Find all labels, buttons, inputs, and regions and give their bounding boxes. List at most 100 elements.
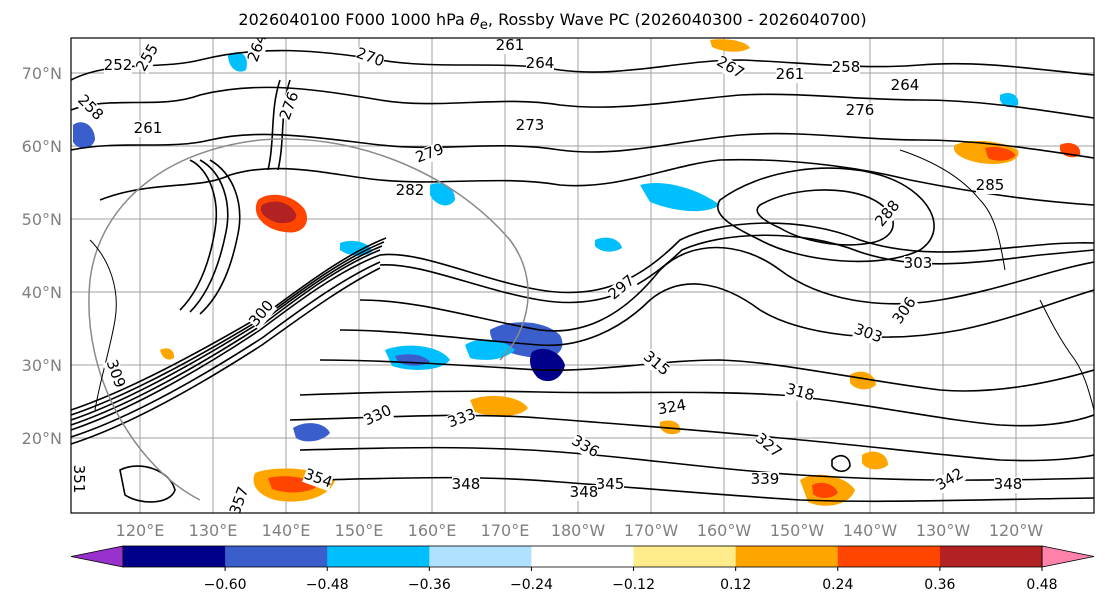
colorbar-tick-label: 0.36 — [924, 577, 955, 593]
figure-title: 2026040100 F000 1000 hPa θe, Rossby Wave… — [238, 10, 867, 34]
contour-label: 264 — [891, 76, 920, 94]
contour-line — [71, 249, 381, 426]
contour-label-bg — [446, 406, 478, 432]
colorbar-tick-label: −0.12 — [612, 577, 655, 593]
longitude-label: 160°E — [408, 521, 457, 540]
longitude-label: 150°E — [335, 521, 384, 540]
contour-label: 282 — [396, 181, 425, 199]
contour-label-bg — [361, 402, 395, 430]
anomaly-blob — [640, 182, 720, 212]
colorbar-tick-label: −0.24 — [510, 577, 553, 593]
anomaly-blob — [293, 423, 330, 442]
contour-label-bg — [933, 466, 967, 494]
colorbar-tick-label: 0.48 — [1026, 577, 1057, 593]
contour-label-bg — [102, 358, 128, 390]
latitude-label: 20°N — [22, 429, 62, 448]
contour-line — [299, 390, 1094, 427]
latitude-label: 40°N — [22, 283, 62, 302]
colorbar-segment — [531, 546, 635, 567]
anomaly-blob — [985, 146, 1016, 161]
contour-label-bg — [277, 90, 303, 122]
colorbar-extend-right — [1041, 545, 1095, 568]
contour-label-bg — [784, 381, 816, 405]
latitude-label: 30°N — [22, 356, 62, 375]
contour-label-bg — [134, 41, 162, 75]
contour-label-bg — [656, 397, 688, 419]
anomaly-blob — [660, 420, 681, 435]
contour-label: 351 — [70, 465, 88, 494]
anomaly-blob — [430, 183, 455, 206]
contour-line — [99, 158, 1094, 206]
contour-label-bg — [245, 38, 271, 64]
anomaly-blob — [862, 451, 888, 470]
contour-label-bg — [904, 256, 932, 272]
anomaly-blob — [470, 395, 528, 417]
contour-label: 285 — [976, 176, 1005, 194]
contour-label: 273 — [516, 116, 545, 134]
longitude-label: 170°W — [624, 521, 679, 540]
anomaly-blob — [228, 52, 247, 72]
contour-label-bg — [776, 67, 804, 83]
contour-label: 303 — [904, 254, 933, 272]
contour-label-bg — [71, 465, 86, 493]
contour-label-bg — [890, 294, 920, 328]
longitude-label: 130°E — [189, 521, 238, 540]
coastline — [899, 149, 1006, 271]
contour-label-bg — [891, 78, 919, 94]
contour-label: 348 — [570, 483, 599, 501]
colorbar-tick-label: −0.36 — [408, 577, 451, 593]
contour-label-bg — [852, 321, 884, 347]
anomaly-blob — [1000, 93, 1019, 108]
contour-line — [277, 79, 291, 171]
anomaly-blob — [850, 371, 876, 390]
longitude-label: 120°E — [116, 521, 165, 540]
longitude-label: 170°E — [481, 521, 530, 540]
colorbar-extend-left — [70, 545, 124, 568]
latitude-label: 70°N — [22, 64, 62, 83]
colorbar-segment — [735, 546, 839, 567]
contour-label-bg — [302, 466, 334, 492]
contour-label: 264 — [526, 54, 555, 72]
colorbar-segment — [633, 546, 737, 567]
contour-label-bg — [596, 477, 624, 493]
contour-label-bg — [752, 430, 784, 462]
contour-line — [71, 86, 1094, 119]
contour-label: 276 — [846, 101, 875, 119]
anomaly-blob — [160, 348, 175, 360]
colorbar-tick-label: 0.24 — [822, 577, 853, 593]
contour-label-bg — [354, 45, 386, 71]
contour-label-bg — [994, 477, 1022, 493]
contour-line — [179, 159, 218, 311]
contour-label-bg — [74, 92, 106, 124]
longitude-label: 140°E — [262, 521, 311, 540]
colorbar-tick-label: −0.60 — [204, 577, 247, 593]
contour-label: 348 — [994, 475, 1023, 493]
longitude-label: 160°W — [697, 521, 752, 540]
contour-line — [199, 159, 241, 315]
longitude-label: 130°W — [916, 521, 971, 540]
anomaly-blob — [595, 237, 622, 252]
contour-line — [319, 476, 1094, 503]
contour-label: 261 — [134, 119, 163, 137]
latitude-label: 50°N — [22, 210, 62, 229]
contour-label: 348 — [452, 475, 481, 493]
longitude-label: 150°W — [770, 521, 825, 540]
colorbar-segment — [939, 546, 1043, 567]
colorbar-segment — [123, 546, 226, 567]
contour-label-bg — [872, 198, 904, 230]
contour-label-bg — [751, 472, 779, 488]
contour-line — [339, 283, 1094, 347]
anomaly-blob — [530, 348, 565, 382]
contour-label-bg — [452, 477, 480, 493]
anomaly-blob — [260, 201, 297, 224]
contour-line — [379, 222, 1094, 294]
map-frame — [70, 37, 1095, 514]
great-circle-arc — [88, 138, 529, 501]
contour-label: 258 — [832, 58, 861, 76]
contour-label-bg — [640, 348, 672, 380]
anomaly-blob — [710, 39, 750, 52]
contour-label-bg — [570, 485, 598, 501]
longitude-labels: 120°E 130°E 140°E 150°E 160°E 170°E 180°W 170°W… — [116, 521, 1044, 540]
anomaly-blob — [73, 122, 95, 149]
